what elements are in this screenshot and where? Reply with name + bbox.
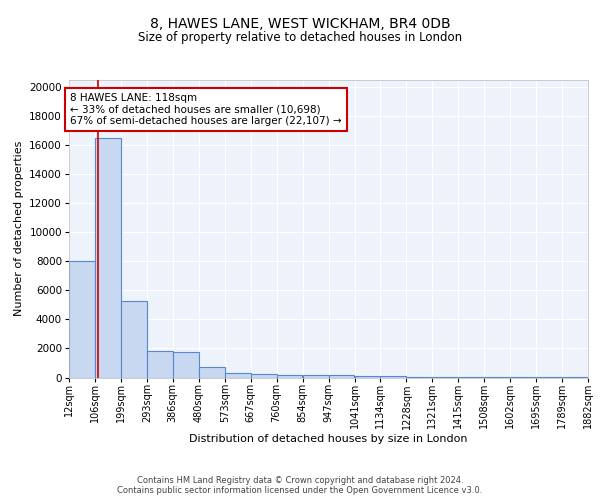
Bar <box>355 376 380 378</box>
Bar <box>121 300 147 378</box>
Text: Contains HM Land Registry data © Crown copyright and database right 2024.
Contai: Contains HM Land Registry data © Crown c… <box>118 476 482 495</box>
Bar <box>302 374 329 378</box>
Bar <box>251 374 277 378</box>
Bar <box>69 262 95 378</box>
Bar <box>199 368 224 378</box>
Bar <box>406 376 432 378</box>
Y-axis label: Number of detached properties: Number of detached properties <box>14 141 24 316</box>
Text: 8, HAWES LANE, WEST WICKHAM, BR4 0DB: 8, HAWES LANE, WEST WICKHAM, BR4 0DB <box>149 18 451 32</box>
Bar <box>95 138 121 378</box>
Bar <box>380 376 406 378</box>
Bar <box>173 352 199 378</box>
Bar <box>277 374 302 378</box>
X-axis label: Distribution of detached houses by size in London: Distribution of detached houses by size … <box>189 434 468 444</box>
Text: 8 HAWES LANE: 118sqm
← 33% of detached houses are smaller (10,698)
67% of semi-d: 8 HAWES LANE: 118sqm ← 33% of detached h… <box>70 93 342 126</box>
Bar <box>458 377 484 378</box>
Bar <box>147 352 173 378</box>
Bar <box>329 376 355 378</box>
Text: Size of property relative to detached houses in London: Size of property relative to detached ho… <box>138 31 462 44</box>
Bar <box>432 377 458 378</box>
Bar <box>224 373 251 378</box>
